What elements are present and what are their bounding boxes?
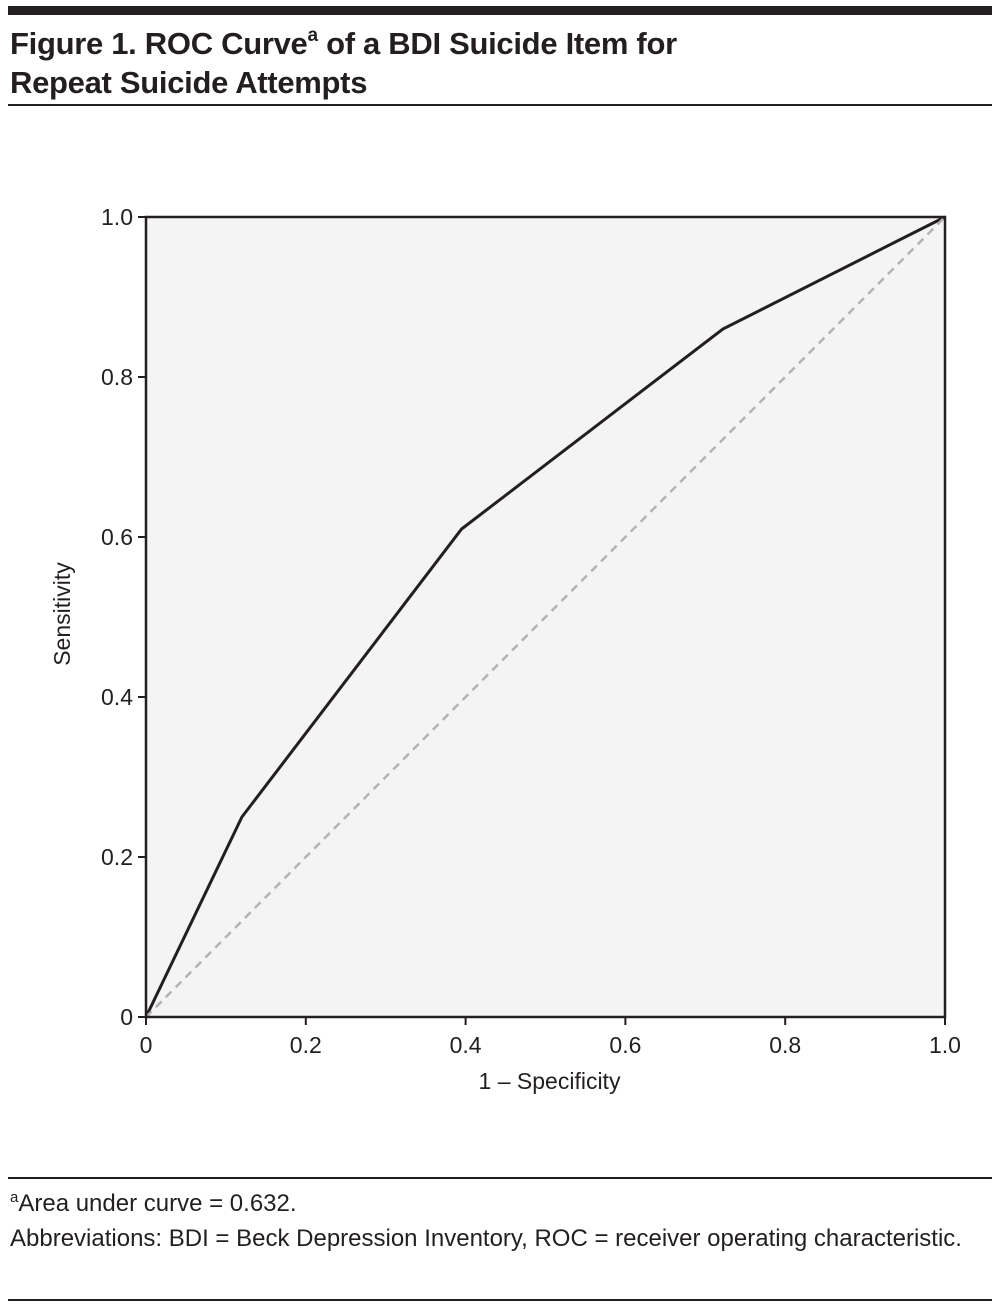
title-rule	[8, 104, 992, 106]
y-axis-label: Sensitivity	[49, 562, 75, 666]
x-tick-label: 0.2	[290, 1032, 322, 1058]
footnote-marker: a	[10, 1189, 19, 1206]
figure-title-line-1: Figure 1. ROC Curvea of a BDI Suicide It…	[10, 25, 677, 61]
footnote-bottom-rule	[8, 1299, 992, 1301]
y-tick-label: 0.8	[101, 364, 133, 390]
footnote-auc: aArea under curve = 0.632.	[10, 1189, 297, 1217]
roc-chart: 0 0.2 0.4 0.6 0.8 1.0 0 0.2 0.4 0.6 0.8 1.0 1 – Spe…	[49, 204, 961, 1094]
x-axis-label: 1 – Specificity	[479, 1068, 621, 1094]
x-tick-label: 0.6	[609, 1032, 641, 1058]
x-tick-label: 0	[140, 1032, 153, 1058]
roc-curve-line	[144, 215, 946, 1018]
title-footnote-marker: a	[307, 25, 318, 46]
reference-diagonal-line	[145, 216, 946, 1018]
y-tick-label: 0.6	[101, 524, 133, 550]
footnote-block: aArea under curve = 0.632. Abbreviations…	[10, 1186, 985, 1256]
x-tick-label: 1.0	[929, 1032, 961, 1058]
y-tick-label: 1.0	[101, 204, 133, 230]
x-tick-label: 0.4	[450, 1032, 482, 1058]
y-tick-label: 0	[120, 1004, 133, 1030]
figure-title-line-2: Repeat Suicide Attempts	[10, 65, 368, 100]
top-rule	[8, 6, 992, 15]
figure-title: Figure 1. ROC Curvea of a BDI Suicide It…	[10, 24, 980, 102]
plot-frame	[144, 215, 947, 1019]
y-tick-label: 0.4	[101, 684, 133, 710]
y-tick-label: 0.2	[101, 844, 133, 870]
footnote-abbreviations: Abbreviations: BDI = Beck Depression Inv…	[10, 1225, 962, 1252]
x-tick-label: 0.8	[769, 1032, 801, 1058]
footnote-top-rule	[8, 1177, 992, 1179]
